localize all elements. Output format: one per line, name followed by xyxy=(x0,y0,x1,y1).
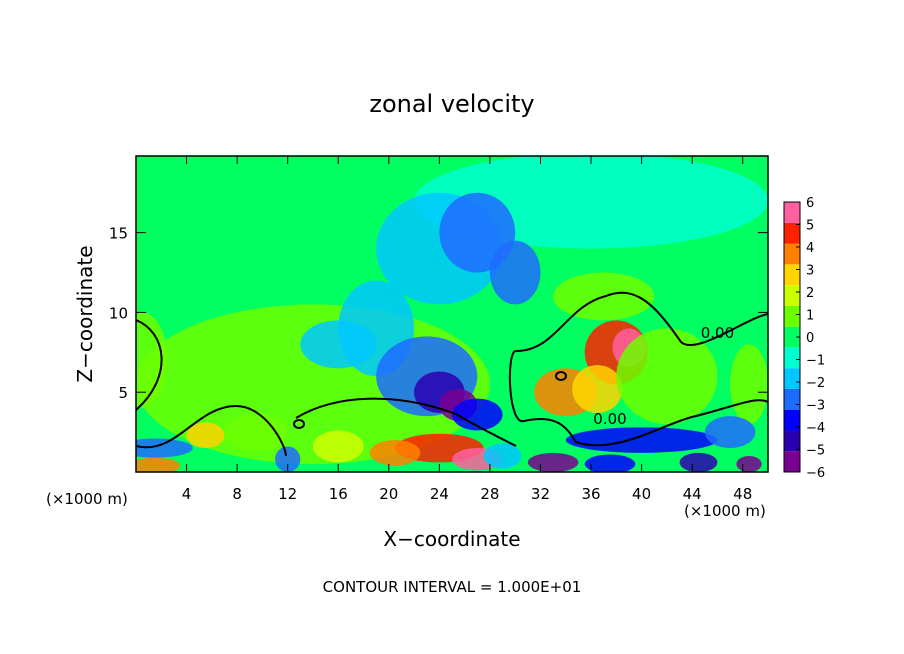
x-unit-left: (×1000 m) xyxy=(46,490,128,508)
plot-frame xyxy=(135,155,769,473)
contour-interval-note: CONTOUR INTERVAL = 1.000E+01 xyxy=(323,578,582,596)
colorbar-tick-label: 3 xyxy=(806,264,814,279)
y-axis-label: Z−coordinate xyxy=(73,245,97,382)
y-tick-label: 10 xyxy=(109,304,128,322)
x-tick-label: 12 xyxy=(278,485,297,503)
colorbar-swatch xyxy=(784,264,800,286)
velocity-feature-34 xyxy=(736,456,762,472)
colorbar-tick-label: 6 xyxy=(806,196,814,211)
contour-label-2: 0.00 xyxy=(593,410,626,428)
colorbar-tick-label: −3 xyxy=(806,399,825,414)
x-tick-label: 44 xyxy=(683,485,702,503)
velocity-feature-31 xyxy=(704,416,756,449)
zero-contour-right xyxy=(508,291,768,447)
colorbar-swatch xyxy=(784,202,800,223)
zero-contour-lower xyxy=(136,397,517,457)
x-tick-label: 32 xyxy=(531,485,550,503)
x-tick-label: 28 xyxy=(480,485,499,503)
colorbar-tick-label: −6 xyxy=(806,466,825,481)
plot-area: 0.00 0.00 xyxy=(135,155,769,473)
colorbar-swatch xyxy=(784,430,800,452)
velocity-feature-11 xyxy=(452,398,503,431)
colorbar: 6 5 4 3 2 1 0 −1 −2 −3 −4 −5 −6 xyxy=(783,196,825,481)
colorbar-swatch xyxy=(784,451,800,472)
colorbar-swatch xyxy=(784,222,800,244)
velocity-feature-16 xyxy=(572,365,623,413)
colorbar-swatch xyxy=(784,243,800,265)
zero-contour-small-loop-1 xyxy=(293,419,306,429)
colorbar-tick-label: 5 xyxy=(806,219,814,234)
velocity-feature-20 xyxy=(369,440,421,466)
colorbar-swatch xyxy=(784,388,800,410)
x-tick-label: 24 xyxy=(430,485,449,503)
chart-title: zonal velocity xyxy=(369,90,534,118)
x-axis: 4 8 12 16 20 24 28 32 36 40 44 48 xyxy=(182,156,752,503)
velocity-feature-32 xyxy=(483,443,522,469)
colorbar-tick-label: 4 xyxy=(806,241,814,256)
velocity-feature-27 xyxy=(565,427,718,453)
velocity-feature-6 xyxy=(300,320,377,369)
velocity-feature-24 xyxy=(224,412,288,452)
x-tick-label: 4 xyxy=(182,485,192,503)
colorbar-swatch xyxy=(784,305,800,327)
contour-label-1: 0.00 xyxy=(701,324,734,342)
colorbar-tick-label: 1 xyxy=(806,309,814,324)
velocity-feature-29 xyxy=(584,454,636,472)
velocity-feature-17 xyxy=(616,328,718,425)
velocity-feature-23 xyxy=(186,422,225,449)
y-tick-label: 15 xyxy=(109,225,128,243)
velocity-feature-7 xyxy=(489,240,541,305)
colorbar-swatch xyxy=(784,409,800,431)
colorbar-swatch xyxy=(784,326,800,348)
y-tick-label: 5 xyxy=(118,384,128,402)
x-unit-right: (×1000 m) xyxy=(684,502,766,520)
velocity-feature-30 xyxy=(679,452,718,472)
colorbar-swatch xyxy=(784,347,800,369)
x-tick-label: 40 xyxy=(632,485,651,503)
x-tick-label: 8 xyxy=(232,485,242,503)
colorbar-tick-label: −4 xyxy=(806,421,825,436)
x-axis-label: X−coordinate xyxy=(383,527,520,551)
x-tick-label: 20 xyxy=(379,485,398,503)
zero-contour-small-loop-2 xyxy=(555,371,568,381)
colorbar-tick-label: 0 xyxy=(806,331,814,346)
velocity-feature-25 xyxy=(136,457,181,472)
velocity-feature-18 xyxy=(730,344,768,425)
colorbar-swatch xyxy=(784,285,800,306)
zero-contour-left xyxy=(136,319,163,411)
velocity-feature-33 xyxy=(275,446,301,472)
velocity-feature-22 xyxy=(312,430,364,463)
colorbar-tick-label: −5 xyxy=(806,444,825,459)
colorbar-tick-label: −2 xyxy=(806,376,825,391)
velocity-feature-26 xyxy=(136,438,193,458)
x-tick-label: 16 xyxy=(329,485,348,503)
velocity-feature-35 xyxy=(136,312,168,409)
velocity-feature-28 xyxy=(527,452,579,472)
colorbar-tick-label: −1 xyxy=(806,354,825,369)
colorbar-tick-label: 2 xyxy=(806,286,814,301)
x-tick-label: 48 xyxy=(733,485,752,503)
x-tick-label: 36 xyxy=(581,485,600,503)
colorbar-swatch xyxy=(784,368,800,389)
y-axis: 5 10 15 xyxy=(109,225,768,402)
